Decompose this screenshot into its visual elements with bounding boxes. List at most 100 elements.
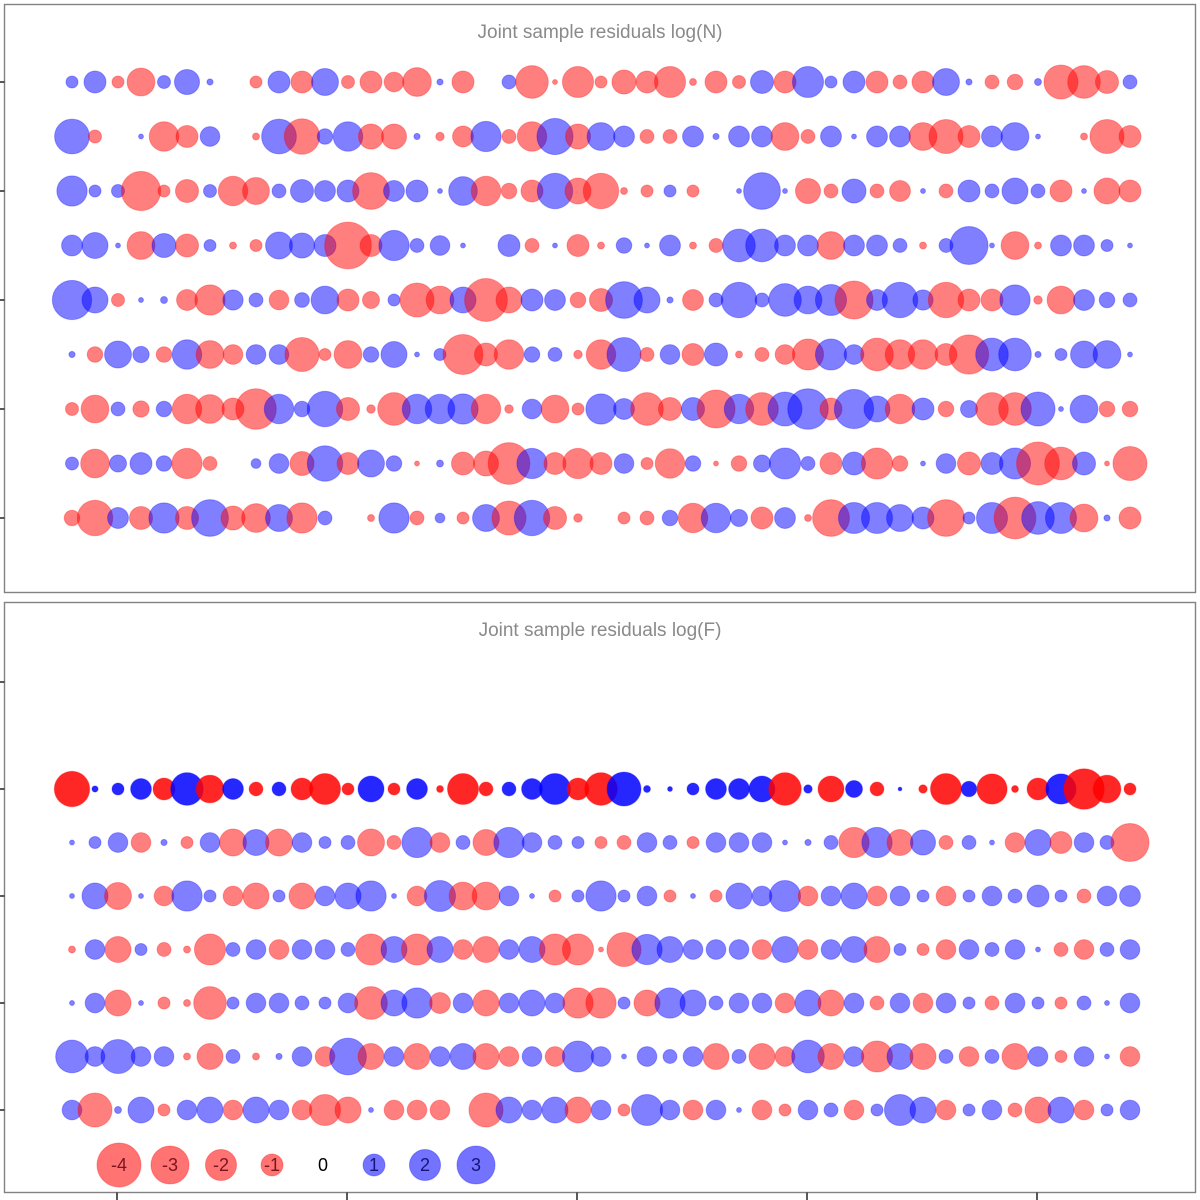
residual-bubble <box>355 880 387 912</box>
residual-bubble <box>891 455 909 472</box>
legend-label: -1 <box>264 1155 280 1175</box>
residual-bubble <box>81 286 109 314</box>
residual-bubble <box>436 78 444 86</box>
legend-label: 2 <box>420 1155 430 1175</box>
residual-bubble <box>804 838 812 847</box>
residual-bubble <box>471 881 501 911</box>
residual-bubble <box>1094 69 1120 95</box>
residual-bubble <box>401 987 433 1019</box>
residual-bubble <box>289 178 315 204</box>
residual-bubble <box>791 65 825 99</box>
residual-bubble <box>1000 122 1030 151</box>
residual-bubble <box>869 183 885 199</box>
residual-bubble <box>984 995 1000 1011</box>
residual-bubble <box>336 452 360 475</box>
legend-label: -4 <box>111 1155 127 1175</box>
residual-bubble <box>892 238 908 253</box>
residual-bubble <box>768 772 802 806</box>
residual-bubble <box>663 889 677 903</box>
residual-bubble <box>196 1096 224 1124</box>
residual-bubble <box>916 889 930 903</box>
residual-bubble <box>594 835 608 850</box>
residual-bubble <box>252 132 260 141</box>
residual-bubble <box>598 946 604 953</box>
residual-bubble <box>493 339 525 370</box>
residual-bubble <box>823 835 839 850</box>
residual-bubble <box>547 347 563 362</box>
residual-bubble <box>387 293 401 307</box>
residual-bubble <box>919 241 927 250</box>
residual-bubble <box>844 779 864 799</box>
residual-bubble <box>1001 1042 1029 1071</box>
residual-bubble <box>195 774 225 804</box>
residual-bubble <box>731 1049 747 1064</box>
residual-bubble <box>965 78 973 86</box>
residual-bubble <box>1033 295 1043 305</box>
residual-bubble <box>406 1099 428 1121</box>
residual-bubble <box>730 455 748 472</box>
residual-bubble <box>157 1103 171 1117</box>
residual-bubble <box>1020 391 1056 427</box>
residual-bubble <box>495 1096 523 1124</box>
residual-bubble <box>294 292 310 308</box>
residual-bubble <box>989 242 995 249</box>
residual-bubble <box>1071 451 1097 476</box>
residual-bubble <box>916 942 930 957</box>
legend-label: 3 <box>471 1155 481 1175</box>
residual-bubble <box>413 132 421 141</box>
residual-bubble <box>1119 992 1141 1014</box>
residual-bubble <box>1069 394 1099 424</box>
residual-bubble <box>720 281 758 319</box>
residual-bubble <box>937 400 955 418</box>
residual-bubble <box>91 785 99 793</box>
residual-bubble <box>340 942 356 957</box>
residual-bubble <box>291 832 313 853</box>
residual-bubble <box>153 1046 175 1067</box>
residual-bubble <box>860 447 894 480</box>
residual-bubble <box>686 184 700 198</box>
legend-bubble <box>456 1145 496 1185</box>
residual-bubble <box>1035 133 1041 140</box>
residual-bubble <box>385 455 403 472</box>
residual-bubble <box>585 880 617 912</box>
residual-bubble <box>472 935 500 964</box>
residual-bubble <box>104 989 132 1017</box>
residual-bubble <box>889 180 911 202</box>
residual-bubble <box>703 342 729 367</box>
residual-bubble <box>452 992 474 1014</box>
residual-bubble <box>820 939 842 960</box>
residual-bubble <box>383 180 405 202</box>
residual-bubble <box>586 122 616 151</box>
residual-bubble <box>1011 785 1019 793</box>
residual-bubble <box>582 172 620 210</box>
residual-bubble <box>426 935 454 964</box>
residual-bubble <box>203 238 217 253</box>
residual-bubble <box>962 511 976 525</box>
residual-bubble <box>667 786 673 792</box>
residual-bubble <box>884 393 916 425</box>
residual-bubble <box>290 70 314 94</box>
residual-bubble <box>705 778 727 800</box>
residual-bubble <box>1054 889 1068 903</box>
residual-bubble <box>357 775 385 803</box>
residual-bubble <box>751 939 773 960</box>
residual-bubble <box>429 1099 451 1121</box>
residual-bubble <box>705 832 727 853</box>
panel-logF: Joint sample residuals log(F) -4 -3 -2 -1 0 1… <box>0 601 1197 1200</box>
residual-bubble <box>704 70 728 94</box>
residual-bubble <box>245 992 267 1014</box>
residual-bubble <box>886 1042 914 1071</box>
residual-bubble <box>286 502 318 534</box>
residual-bubble <box>639 129 655 144</box>
residual-bubble <box>156 942 172 957</box>
residual-bubble <box>823 183 839 199</box>
residual-bubble <box>1046 285 1076 315</box>
residual-bubble <box>797 939 819 960</box>
residual-bubble <box>712 132 720 141</box>
residual-bubble <box>981 1099 1003 1121</box>
residual-bubble <box>851 133 857 140</box>
residual-bubble <box>64 401 80 417</box>
residual-bubble <box>728 778 750 800</box>
residual-bubble <box>1122 292 1138 308</box>
residual-bubble <box>981 125 1003 148</box>
